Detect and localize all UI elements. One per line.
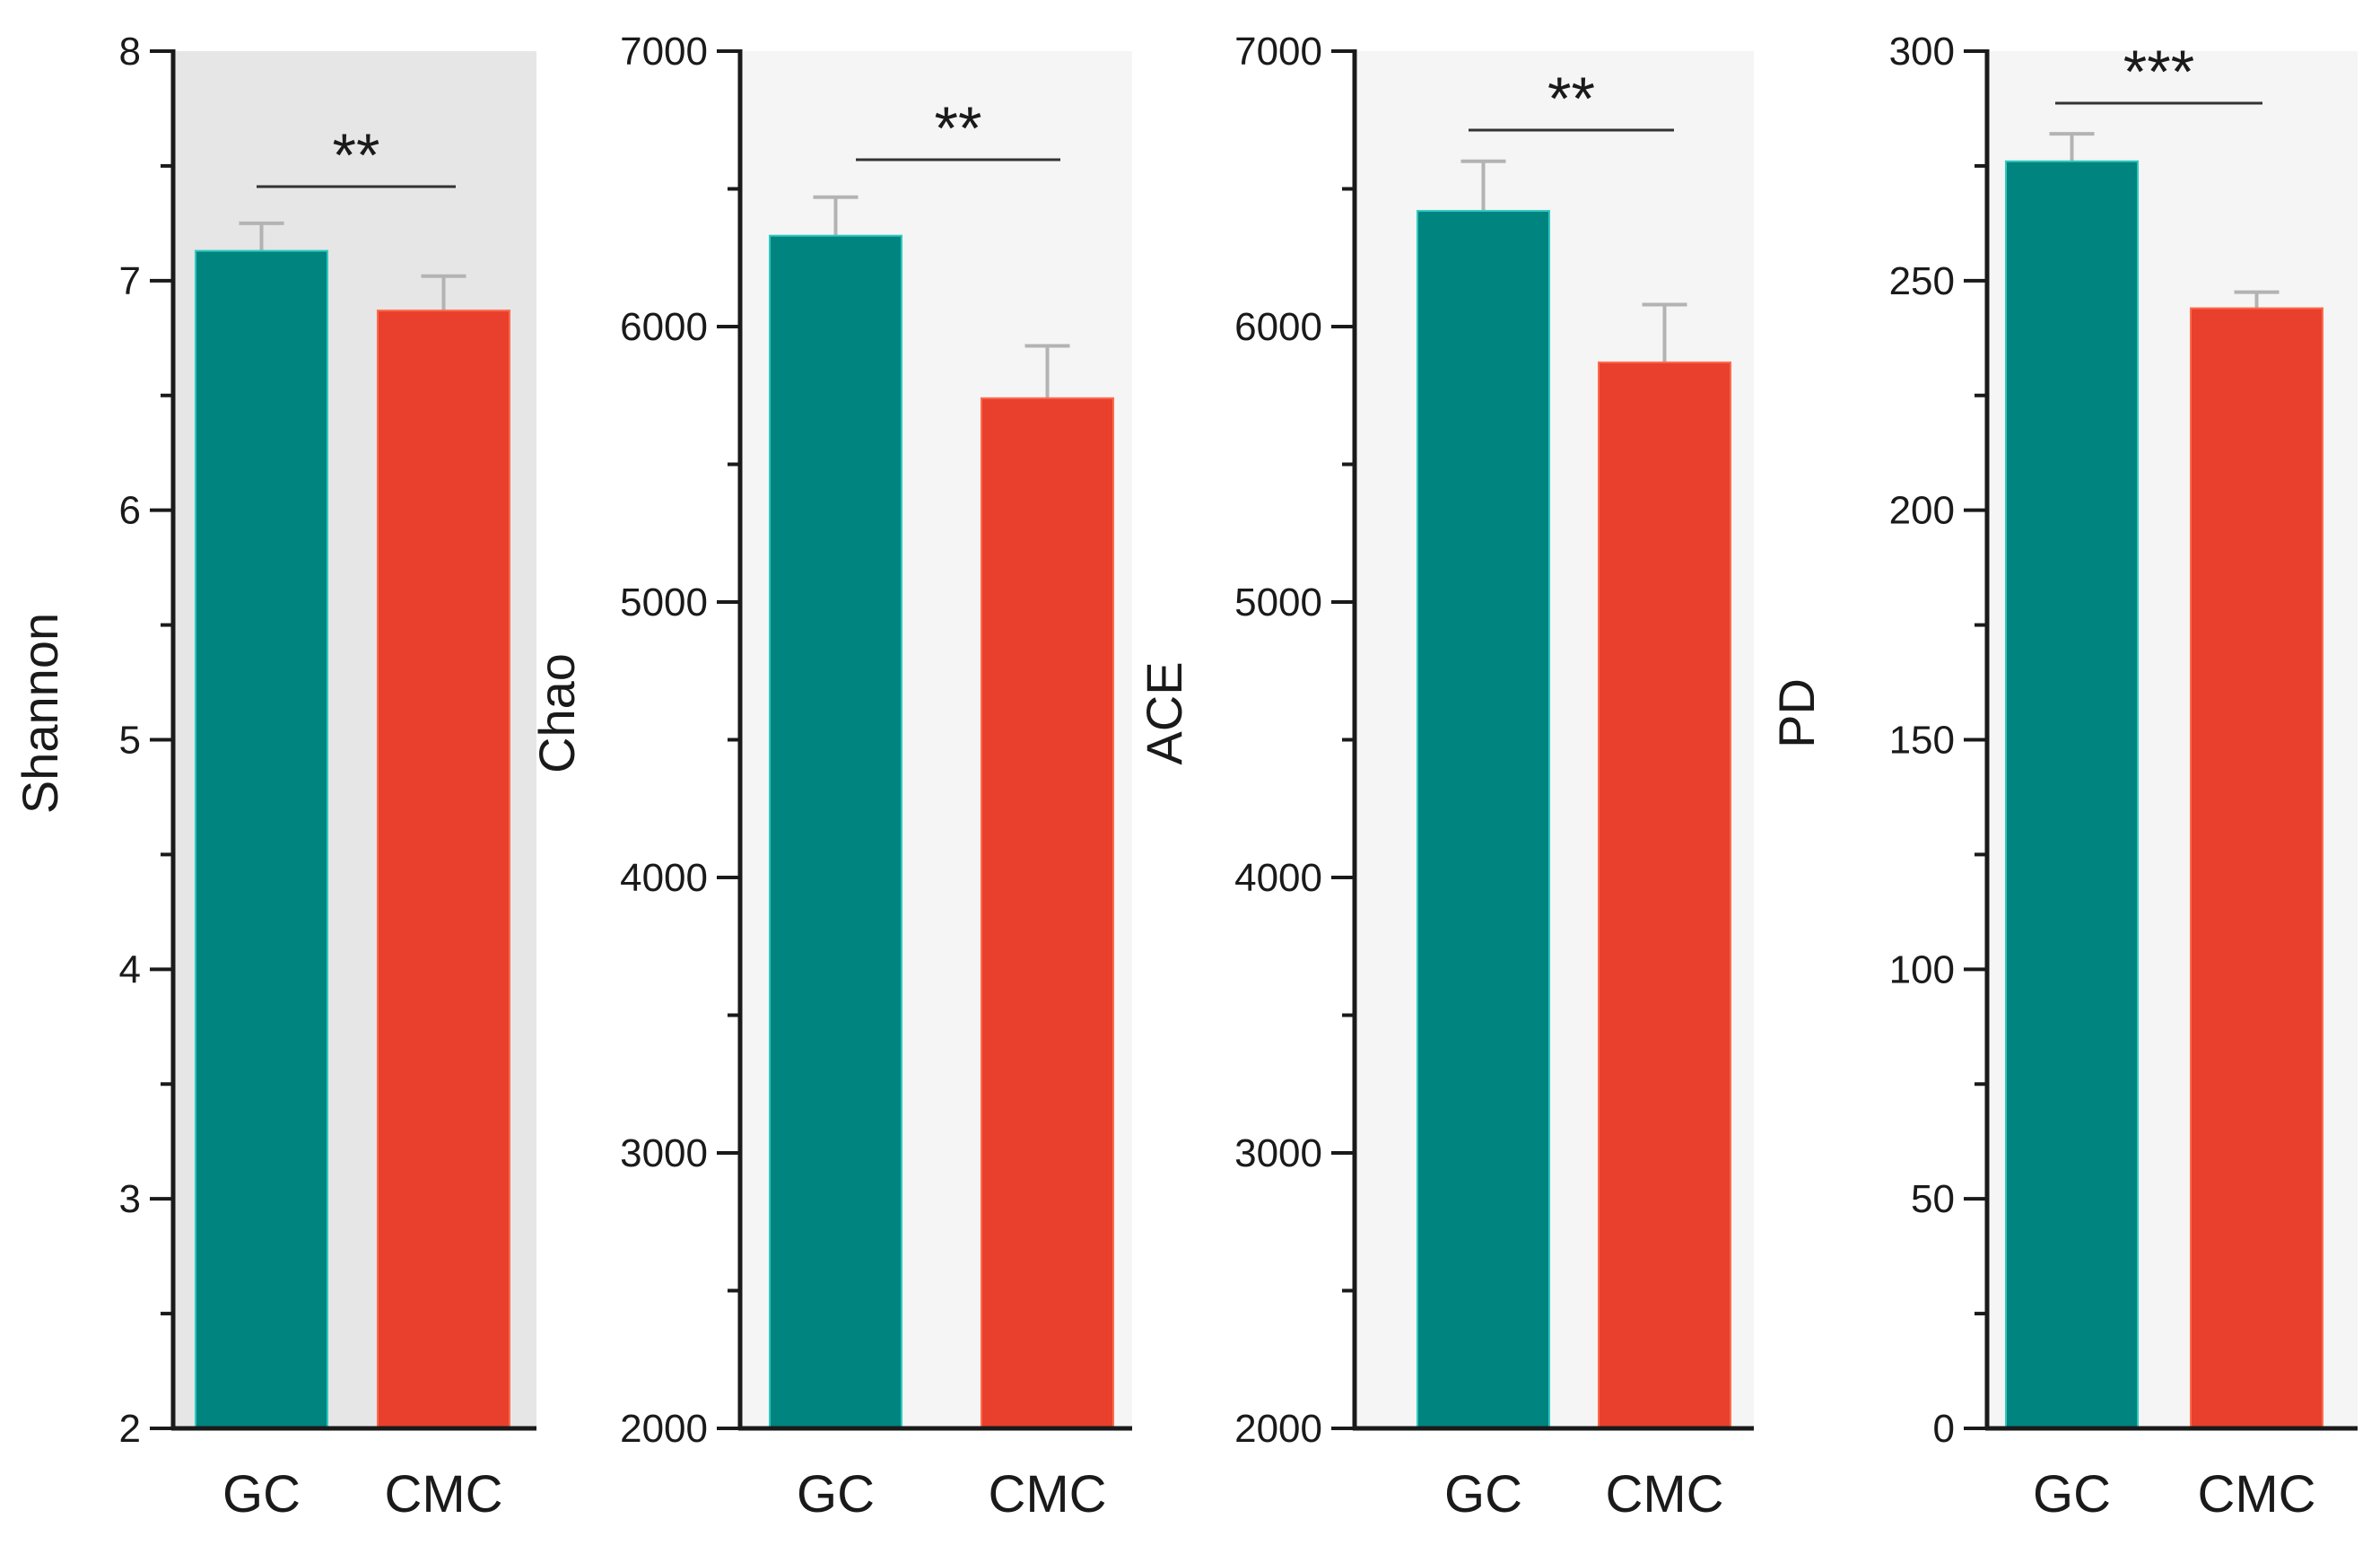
tick-label: 4000 (620, 856, 708, 900)
chart-panel-2: GC CMC 2000 3000 4000 5000 6000 7000 Chao ** (528, 30, 1132, 1523)
tick-label: 4 (119, 947, 141, 991)
category-label-gc: GC (797, 1465, 875, 1523)
significance-label: ** (935, 94, 982, 162)
tick-label: 2000 (620, 1407, 708, 1451)
category-label-cmc: CMC (2197, 1465, 2315, 1523)
bar-cmc (981, 397, 1114, 1430)
tick-label: 7000 (1234, 30, 1322, 74)
bar-gc (195, 249, 328, 1430)
tick-label: 200 (1889, 489, 1955, 533)
tick-label: 3000 (620, 1131, 708, 1175)
category-label-cmc: CMC (988, 1465, 1106, 1523)
y-axis-title: PD (1768, 678, 1825, 748)
tick-label: 4000 (1234, 856, 1322, 900)
chart-panel-3: GC CMC 2000 3000 4000 5000 6000 7000 ACE ** (1136, 30, 1754, 1523)
tick-label: 3000 (1234, 1131, 1322, 1175)
tick-label: 250 (1889, 259, 1955, 303)
y-axis-title: Chao (528, 653, 585, 773)
category-label-gc: GC (222, 1465, 301, 1523)
tick-label: 7000 (620, 30, 708, 74)
tick-label: 5 (119, 719, 141, 763)
tick-label: 6000 (1234, 305, 1322, 349)
tick-label: 7 (119, 259, 141, 303)
tick-label: 6000 (620, 305, 708, 349)
y-axis-title: Shannon (12, 613, 68, 814)
bar-cmc (1598, 361, 1731, 1429)
significance-label: ** (1547, 65, 1595, 133)
tick-label: 0 (1933, 1407, 1955, 1451)
tick-label: 8 (119, 30, 141, 74)
bar-cmc (377, 310, 510, 1429)
bar-gc (2005, 160, 2139, 1429)
tick-label: 5000 (620, 580, 708, 624)
bar-gc (769, 234, 902, 1430)
category-label-cmc: CMC (1605, 1465, 1723, 1523)
tick-label: 3 (119, 1177, 141, 1221)
tick-label: 2 (119, 1407, 141, 1451)
tick-label: 5000 (1234, 580, 1322, 624)
tick-label: 50 (1911, 1177, 1955, 1221)
tick-label: 300 (1889, 30, 1955, 74)
tick-label: 6 (119, 489, 141, 533)
category-label-gc: GC (2033, 1465, 2111, 1523)
category-label-cmc: CMC (384, 1465, 502, 1523)
significance-label: *** (2123, 38, 2194, 106)
chart-panel-4: GC CMC 0 50 100 150 200 250 300 PD *** (1768, 30, 2358, 1523)
y-axis-title: ACE (1136, 661, 1192, 764)
tick-label: 100 (1889, 947, 1955, 991)
tick-label: 150 (1889, 719, 1955, 763)
tick-label: 2000 (1234, 1407, 1322, 1451)
significance-label: ** (333, 121, 380, 189)
bar-gc (1417, 210, 1550, 1429)
bar-cmc (2190, 307, 2323, 1429)
chart-panel-1: GC CMC 2 3 4 5 6 7 8 Shannon ** (12, 30, 536, 1523)
category-label-gc: GC (1444, 1465, 1522, 1523)
